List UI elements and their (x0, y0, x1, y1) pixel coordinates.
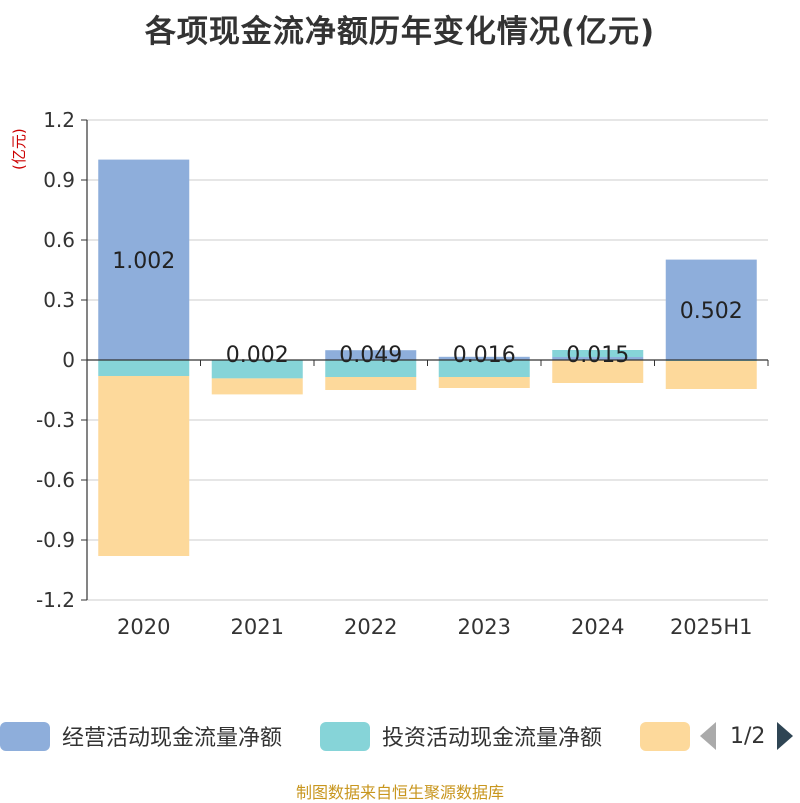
y-tick-label: -0.9 (36, 528, 75, 552)
y-tick-label: 0.9 (43, 168, 75, 192)
legend: 经营活动现金流量净额 投资活动现金流量净额 1/2 (0, 716, 800, 756)
y-tick-label: 1.2 (43, 108, 75, 132)
y-tick-label: 0 (62, 348, 75, 372)
x-tick-label-2020: 2020 (117, 615, 170, 639)
legend-item-financing[interactable] (640, 720, 690, 752)
bar-2021-series-1 (211, 360, 303, 379)
bar-2022-series-0 (325, 350, 417, 360)
bar-2025H1-series-2 (665, 361, 757, 389)
bar-2020-series-2 (98, 376, 190, 556)
legend-pager: 1/2 (700, 720, 794, 752)
bar-2020-series-1 (98, 360, 190, 376)
legend-label-operating: 经营活动现金流量净额 (62, 726, 283, 751)
legend-page-indicator: 1/2 (730, 723, 766, 749)
legend-next-page-icon[interactable] (777, 722, 794, 750)
x-tick-label-2021: 2021 (231, 615, 284, 639)
legend-swatch-investing (320, 721, 370, 751)
axes: 1.2 0.9 0.6 0.3 0 -0.3 -0.6 -0.9 -1.2 2020 2021 202… (36, 108, 769, 639)
chart-title: 各项现金流净额历年变化情况(亿元) (144, 14, 656, 50)
y-tick-label: -0.6 (36, 468, 75, 492)
y-tick-label: -1.2 (36, 588, 75, 612)
legend-swatch-financing (640, 721, 690, 751)
data-label-2022: 0.049 (339, 343, 402, 368)
grid-lines (87, 119, 768, 601)
x-tick-label-2024: 2024 (571, 615, 624, 639)
bar-2025H1-series-0 (665, 259, 757, 360)
bar-2024-series-2 (552, 360, 644, 383)
legend-prev-page-icon[interactable] (700, 722, 716, 750)
legend-item-investing[interactable]: 投资活动现金流量净额 (320, 720, 602, 752)
bar-2022-series-2 (325, 377, 417, 390)
legend-label-investing: 投资活动现金流量净额 (382, 726, 603, 751)
bar-2024-series-1 (552, 350, 644, 357)
data-label-2021: 0.002 (226, 343, 289, 368)
data-label-2025H1: 0.502 (680, 299, 743, 324)
legend-item-operating[interactable]: 经营活动现金流量净额 (0, 720, 282, 752)
bars (98, 159, 757, 556)
bar-2023-series-0 (438, 356, 530, 360)
bar-2023-series-1 (438, 360, 530, 377)
chart-plot: 1.2 0.9 0.6 0.3 0 -0.3 -0.6 -0.9 -1.2 2020 2021 202… (36, 108, 769, 639)
y-tick-label: 0.6 (43, 228, 75, 252)
legend-swatch-operating (0, 721, 50, 751)
x-tick-label-2022: 2022 (344, 615, 397, 639)
data-label-2023: 0.016 (453, 343, 516, 368)
data-labels: 1.002 0.002 0.049 0.016 0.015 0.502 (112, 249, 742, 368)
bar-2023-series-2 (438, 377, 530, 388)
y-tick-label: 0.3 (43, 288, 75, 312)
y-tick-label: -0.3 (36, 408, 75, 432)
data-label-2024: 0.015 (566, 343, 629, 368)
data-source-note: 制图数据来自恒生聚源数据库 (295, 783, 504, 802)
x-tick-label-2023: 2023 (458, 615, 511, 639)
bar-2020-series-0 (98, 159, 190, 360)
bar-2024-series-0 (552, 357, 644, 360)
data-label-2020: 1.002 (112, 249, 175, 274)
bar-2022-series-1 (325, 360, 417, 377)
bar-2021-series-2 (211, 378, 303, 395)
x-tick-label-2025H1: 2025H1 (670, 615, 753, 639)
